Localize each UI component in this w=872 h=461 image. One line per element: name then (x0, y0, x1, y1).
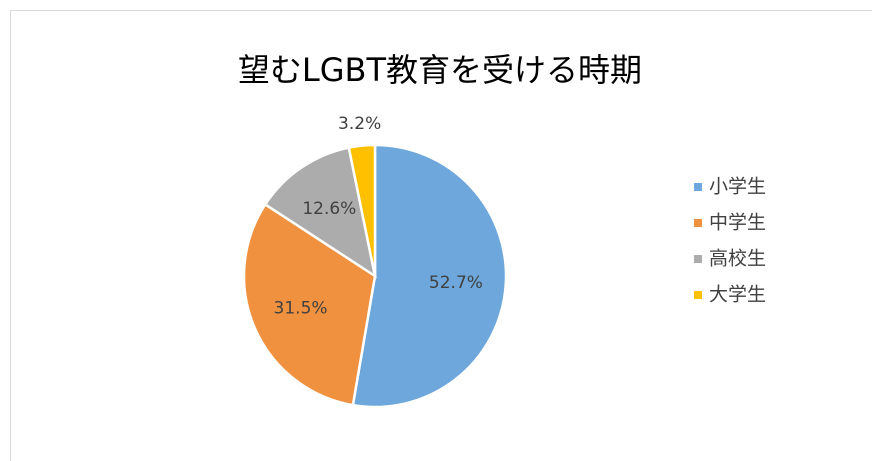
legend-swatch (694, 183, 702, 191)
data-label: 3.2% (338, 114, 381, 134)
pie-slice (242, 202, 377, 407)
legend-label: 大学生 (709, 284, 766, 306)
pie-slice (347, 143, 377, 277)
legend-swatch (694, 291, 702, 299)
data-label: 31.5% (274, 298, 328, 318)
legend-swatch (694, 219, 702, 227)
legend-label: 高校生 (709, 248, 766, 270)
data-label: 12.6% (302, 199, 356, 219)
data-label: 52.7% (429, 273, 483, 293)
legend-swatch (694, 255, 702, 263)
pie-slice (351, 143, 508, 409)
legend-label: 中学生 (709, 212, 766, 234)
legend-label: 小学生 (709, 176, 766, 198)
chart-title: 望むLGBT教育を受ける時期 (238, 51, 642, 89)
pie-slice (263, 146, 377, 279)
